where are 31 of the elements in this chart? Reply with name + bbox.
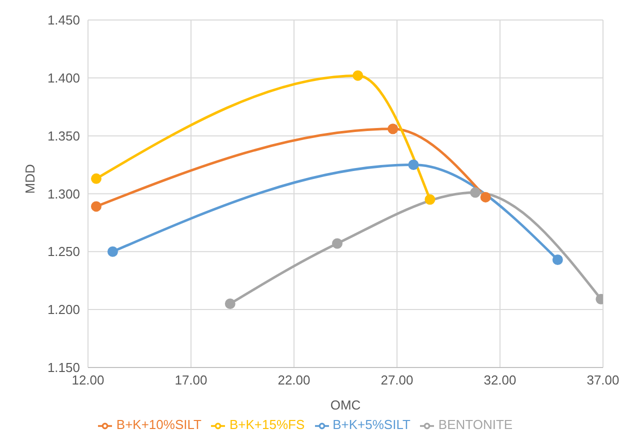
point bbox=[424, 194, 436, 205]
y-tick-label: 1.400 bbox=[47, 70, 80, 86]
x-tick-label: 27.00 bbox=[380, 372, 414, 388]
point bbox=[408, 160, 419, 170]
x-tick-label: 22.00 bbox=[278, 372, 310, 388]
y-tick-label: 1.200 bbox=[47, 302, 80, 318]
y-tick-label: 1.250 bbox=[47, 244, 80, 260]
point bbox=[388, 124, 398, 134]
point bbox=[470, 187, 481, 198]
x-tick-label: 12.00 bbox=[72, 372, 104, 388]
x-tick-label: 32.00 bbox=[484, 372, 516, 388]
legend-label: B+K+15%FS bbox=[229, 417, 305, 432]
y-axis-title: MDD bbox=[22, 164, 38, 194]
legend-label: B+K+10%SILT bbox=[116, 417, 202, 432]
point bbox=[552, 254, 563, 265]
x-tick-label: 17.00 bbox=[174, 372, 208, 388]
point bbox=[352, 70, 364, 81]
point bbox=[480, 192, 491, 202]
point bbox=[90, 173, 102, 184]
y-tick-label: 1.300 bbox=[47, 186, 80, 202]
y-tick-label: 1.450 bbox=[47, 12, 80, 28]
y-tick-label: 1.150 bbox=[47, 360, 80, 376]
x-tick-label: 37.00 bbox=[586, 372, 620, 388]
legend-label: BENTONITE bbox=[438, 417, 513, 432]
point bbox=[332, 238, 343, 249]
x-axis-title: OMC bbox=[330, 397, 361, 412]
point bbox=[224, 298, 236, 309]
y-tick-label: 1.350 bbox=[47, 128, 80, 144]
legend-label: B+K+5%SILT bbox=[332, 417, 410, 432]
point bbox=[107, 246, 118, 257]
point bbox=[90, 201, 102, 212]
